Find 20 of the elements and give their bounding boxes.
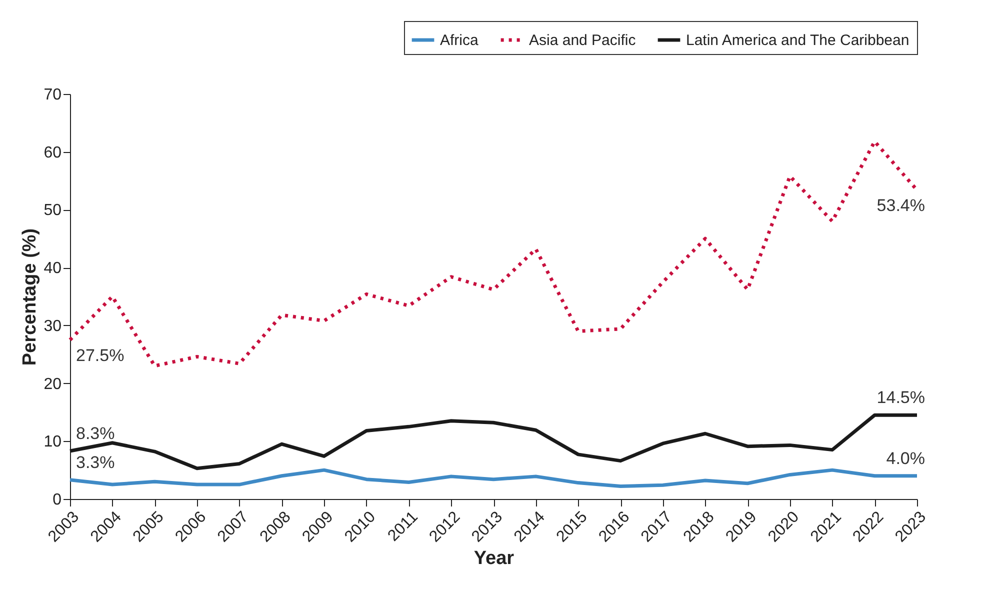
y-tick-label: 20	[44, 376, 62, 393]
annotation: 8.3%	[76, 424, 115, 443]
annotation: 4.0%	[886, 448, 925, 468]
y-tick-label: 0	[52, 492, 62, 508]
y-tick-label: 10	[44, 434, 62, 451]
annotation: 53.4%	[876, 196, 925, 216]
x-axis-title: Year	[474, 548, 515, 569]
y-tick-label: 60	[44, 144, 62, 162]
y-tick-label: 50	[44, 202, 62, 220]
annotation: 27.5%	[76, 346, 124, 365]
y-tick-label: 70	[44, 86, 62, 104]
y-tick-label: 40	[44, 260, 62, 278]
legend-label: Asia and Pacific	[529, 32, 636, 49]
annotation: 3.3%	[76, 452, 115, 472]
line-series	[68, 468, 919, 488]
annotation: 14.5%	[876, 388, 925, 408]
legend-label: Latin America and The Caribbean	[686, 32, 910, 49]
y-tick-label: 30	[44, 318, 62, 335]
legend-label: Africa	[440, 32, 479, 49]
y-axis-title: Percentage (%)	[20, 228, 41, 366]
